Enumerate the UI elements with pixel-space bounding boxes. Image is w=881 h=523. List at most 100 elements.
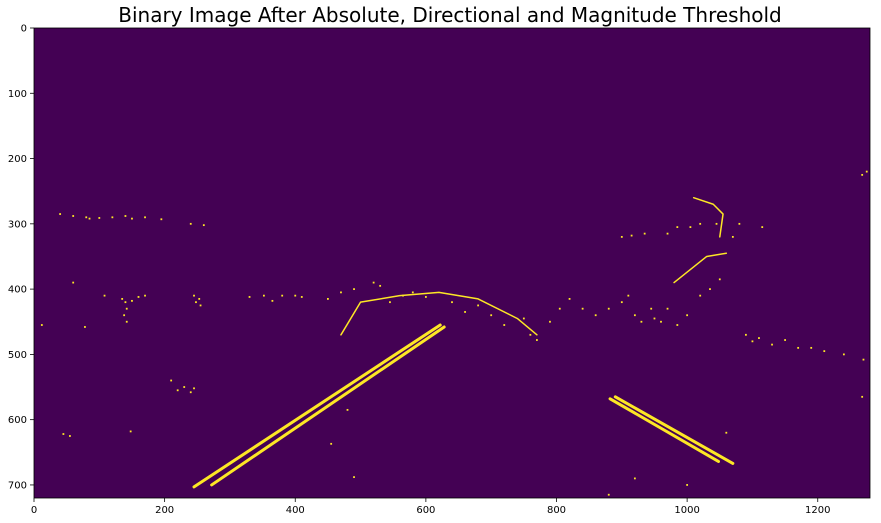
edge-pixel — [170, 379, 173, 382]
edge-pixel — [758, 337, 760, 339]
y-tick-label: 100 — [8, 89, 27, 100]
edge-pixel — [536, 339, 538, 341]
edge-pixel — [103, 294, 106, 297]
edge-pixel — [84, 326, 86, 328]
y-tick-label: 200 — [8, 154, 27, 165]
edge-pixel — [340, 291, 342, 294]
image-plot — [33, 27, 871, 499]
edge-pixel — [85, 216, 88, 219]
edge-pixel — [281, 294, 284, 297]
edge-pixel — [59, 213, 62, 215]
edge-pixel — [709, 288, 711, 291]
edge-pixel — [300, 296, 303, 298]
edge-pixel — [842, 353, 845, 356]
edge-pixel — [424, 296, 427, 298]
edge-pixel — [699, 294, 702, 297]
binary-image-background — [34, 28, 870, 498]
edge-pixel — [738, 222, 741, 225]
horizon-arc — [340, 291, 538, 336]
edge-pixel — [731, 235, 734, 238]
edge-pixel — [62, 433, 65, 435]
x-tick-label: 0 — [31, 505, 37, 516]
right-lane-line-lower — [608, 397, 720, 463]
x-tick-label: 200 — [155, 505, 174, 516]
edge-pixel — [630, 234, 633, 237]
edge-pixel — [725, 431, 728, 434]
edge-pixel — [666, 232, 669, 235]
edge-pixel — [199, 304, 202, 307]
y-tick-label: 0 — [21, 24, 27, 35]
edge-pixel — [98, 217, 101, 219]
edge-pixel — [620, 301, 623, 304]
edge-features — [40, 170, 868, 496]
edge-pixel — [411, 291, 414, 294]
chart-title: Binary Image After Absolute, Directional… — [118, 3, 782, 27]
edge-pixel — [676, 324, 679, 326]
y-tick-label: 600 — [8, 415, 27, 426]
edge-pixel — [503, 324, 506, 326]
tree-outline — [692, 196, 724, 238]
y-axis: 0 100 200 300 400 500 600 700 — [8, 24, 34, 491]
edge-pixel — [699, 222, 702, 225]
edge-pixel — [160, 218, 163, 221]
right-lane-line-upper — [613, 395, 735, 465]
edge-pixel — [195, 301, 197, 304]
edge-pixel — [771, 343, 773, 346]
edge-pixel — [193, 294, 195, 297]
edge-pixel — [193, 387, 195, 390]
edge-pixel — [144, 216, 146, 219]
edge-pixel — [379, 284, 382, 287]
image-border — [33, 27, 871, 499]
edge-pixel — [861, 173, 864, 176]
edge-pixel — [353, 288, 355, 291]
edge-pixel — [633, 477, 636, 480]
edge-pixel — [294, 294, 297, 297]
edge-pixel — [389, 301, 391, 304]
x-tick-label: 800 — [547, 505, 566, 516]
edge-pixel — [183, 386, 186, 388]
edge-pixel — [653, 317, 656, 320]
edge-pixel — [761, 226, 764, 228]
edge-pixel — [124, 301, 127, 304]
edge-pixel — [248, 296, 251, 298]
y-tick-label: 300 — [8, 219, 27, 230]
y-tick-label: 500 — [8, 350, 27, 361]
edge-pixel — [810, 346, 813, 349]
edge-pixel — [176, 389, 179, 392]
edge-pixel — [69, 435, 71, 437]
edge-pixel — [131, 217, 133, 220]
edge-pixel — [751, 340, 754, 343]
edge-pixel — [745, 333, 747, 336]
edge-pixel — [633, 314, 636, 317]
edge-pixel — [477, 304, 480, 307]
edge-pixel — [121, 298, 124, 300]
edge-pixel — [451, 301, 453, 304]
edge-pixel — [558, 307, 561, 310]
edge-pixel — [372, 281, 375, 284]
edge-pixel — [861, 395, 864, 398]
edge-pixel — [607, 307, 610, 310]
x-tick-label: 400 — [286, 505, 305, 516]
edge-pixel — [88, 217, 91, 220]
edge-pixel — [660, 320, 662, 323]
edge-pixel — [198, 298, 201, 300]
edge-pixel — [865, 170, 868, 173]
edge-pixel — [189, 222, 192, 225]
edge-pixel — [594, 314, 597, 317]
edge-pixel — [123, 314, 126, 317]
edge-pixel — [144, 294, 146, 297]
left-lane-line-inner — [210, 325, 446, 487]
edge-pixel — [125, 307, 128, 310]
edge-pixel — [676, 226, 679, 228]
edge-pixel — [568, 298, 571, 300]
edge-pixel — [620, 235, 623, 238]
left-lane-line-outer — [192, 323, 442, 489]
edge-pixel — [686, 314, 689, 317]
edge-pixel — [823, 350, 826, 353]
x-tick-label: 1000 — [674, 505, 699, 516]
edge-pixel — [464, 311, 466, 313]
y-tick-label: 700 — [8, 480, 27, 491]
edge-pixel — [202, 224, 205, 227]
edge-pixel — [650, 307, 653, 310]
